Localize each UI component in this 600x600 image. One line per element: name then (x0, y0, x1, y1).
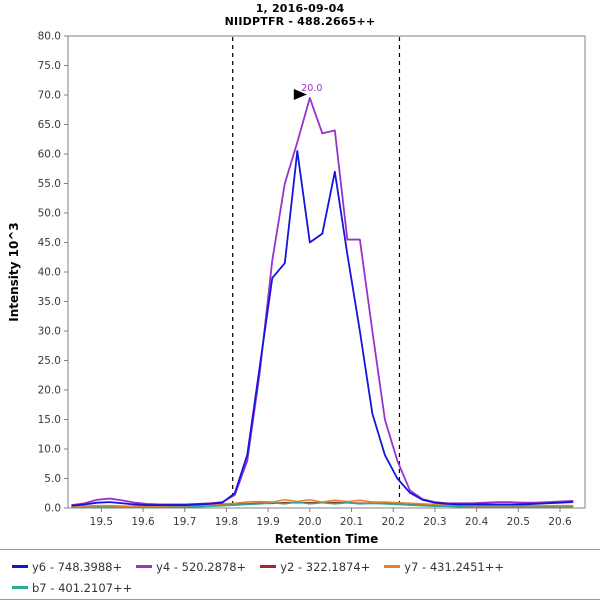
y-axis-tick-label: 80.0 (38, 31, 61, 43)
legend-item[interactable]: y6 - 748.3988+ (12, 556, 122, 577)
x-axis-tick-label: 20.2 (382, 516, 405, 528)
x-axis-tick-label: 20.1 (340, 516, 363, 528)
x-axis-tick-label: 19.9 (256, 516, 279, 528)
legend-label: y4 - 520.2878+ (156, 559, 247, 574)
legend-item[interactable]: b7 - 401.2107++ (12, 577, 132, 598)
y-axis-tick-label: 60.0 (38, 149, 61, 161)
y-axis-tick-label: 35.0 (38, 296, 61, 308)
y-axis-tick-label: 15.0 (38, 414, 61, 426)
y-axis-tick-label: 30.0 (38, 326, 61, 338)
y-axis-tick-label: 10.0 (38, 444, 61, 456)
legend-color-swatch (260, 565, 277, 568)
series-line-y6[interactable] (71, 150, 574, 507)
series-line-y7[interactable] (71, 498, 574, 508)
y-axis-tick-label: 5.0 (44, 473, 61, 485)
y-axis-tick-label: 20.0 (38, 385, 61, 397)
legend-item[interactable]: y4 - 520.2878+ (136, 556, 246, 577)
chart-title: 1, 2016-09-04 NIIDPTFR - 488.2665++ (0, 2, 600, 28)
legend-color-swatch (384, 565, 401, 568)
legend-color-swatch (12, 565, 28, 568)
y-axis-title: Intensity 10^3 (7, 222, 21, 322)
legend-row-secondary: b7 - 401.2107++ (12, 577, 600, 598)
chart-legend: y6 - 748.3988+ y4 - 520.2878+ y2 - 322.187… (0, 549, 600, 600)
chart-title-line2: NIIDPTFR - 488.2665++ (224, 15, 376, 28)
plot-frame (67, 35, 586, 509)
x-axis-tick-label: 19.7 (173, 516, 196, 528)
y-axis-tick-label: 0.0 (44, 503, 61, 515)
legend-label: y6 - 748.3988+ (32, 559, 123, 574)
legend-color-swatch (136, 565, 153, 568)
y-axis-tick-label: 50.0 (38, 208, 61, 220)
legend-item[interactable]: y7 - 431.2451++ (384, 556, 504, 577)
x-axis-tick-label: 20.4 (465, 516, 489, 528)
peak-apex-label: 20.0 (301, 83, 322, 94)
y-axis-tick-label: 70.0 (38, 90, 61, 102)
legend-item[interactable]: y2 - 322.1874+ (260, 556, 370, 577)
y-axis-tick-label: 45.0 (38, 237, 61, 249)
legend-label: y2 - 322.1874+ (280, 559, 371, 574)
y-axis-tick-label: 75.0 (38, 60, 61, 72)
series-line-y4[interactable] (71, 97, 574, 506)
legend-color-swatch (12, 586, 28, 589)
x-axis-tick-label: 20.6 (548, 516, 572, 528)
x-axis-title: Retention Time (275, 532, 379, 546)
legend-row-primary: y6 - 748.3988+ y4 - 520.2878+ y2 - 322.187… (12, 556, 600, 577)
y-axis-tick-label: 55.0 (38, 178, 61, 190)
chart-title-line1: 1, 2016-09-04 (255, 2, 345, 15)
x-axis-tick-label: 20.0 (298, 516, 321, 528)
legend-label: y7 - 431.2451++ (404, 559, 505, 574)
x-axis-tick-label: 20.5 (507, 516, 530, 528)
x-axis-tick-label: 19.8 (215, 516, 238, 528)
y-axis-tick-label: 65.0 (38, 119, 61, 131)
legend-label: b7 - 401.2107++ (32, 580, 133, 595)
y-axis-tick-label: 25.0 (38, 355, 61, 367)
chart-plot[interactable]: 0.0 5.0 10.0 15.0 20.0 25.0 30.0 35.0 40.0 45.0 50… (0, 0, 600, 549)
x-axis-tick-label: 20.3 (423, 516, 446, 528)
x-axis-tick-label: 19.6 (131, 516, 155, 528)
y-axis-tick-label: 40.0 (38, 267, 61, 279)
x-axis-tick-label: 19.5 (90, 516, 113, 528)
peak-apex-marker-icon[interactable] (293, 88, 307, 100)
